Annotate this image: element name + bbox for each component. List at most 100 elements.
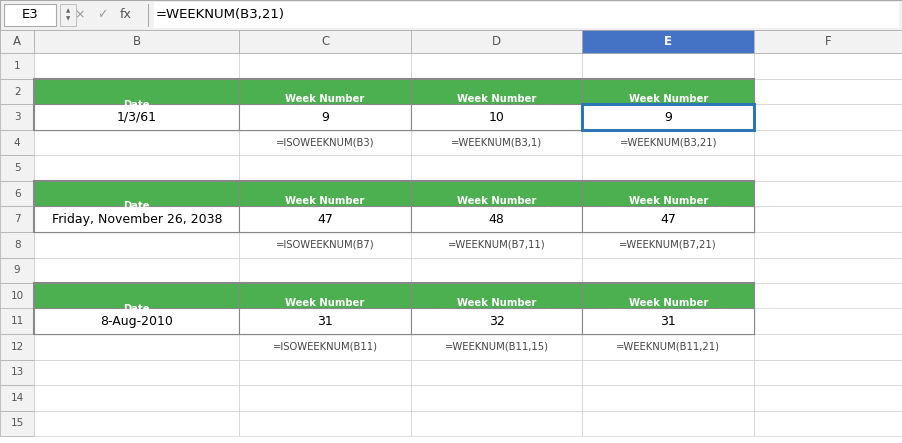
Bar — [582, 257, 753, 283]
Bar — [753, 232, 902, 257]
Bar — [34, 181, 239, 232]
Text: 31: 31 — [317, 315, 333, 328]
Bar — [410, 181, 582, 232]
Text: 11: 11 — [11, 316, 23, 326]
Bar — [239, 181, 410, 232]
Bar — [410, 411, 582, 436]
Bar — [34, 283, 239, 334]
Text: fx: fx — [120, 8, 132, 22]
Bar — [0, 206, 34, 232]
Text: B: B — [133, 35, 141, 48]
Bar — [239, 334, 410, 360]
Bar — [753, 206, 902, 232]
Bar — [582, 79, 753, 105]
Text: F: F — [824, 35, 831, 48]
Bar — [410, 283, 582, 334]
Bar — [239, 79, 410, 105]
Bar — [0, 308, 34, 334]
Bar — [0, 79, 34, 105]
Text: 7: 7 — [14, 214, 21, 224]
Bar — [753, 334, 902, 360]
Bar — [239, 54, 410, 79]
Bar — [239, 283, 410, 334]
Bar — [753, 155, 902, 181]
Bar — [4, 4, 56, 26]
Text: ✓: ✓ — [97, 8, 107, 22]
Text: =WEEKNUM(B7,11): =WEEKNUM(B7,11) — [447, 240, 545, 250]
Bar — [753, 54, 902, 79]
Bar — [582, 385, 753, 411]
Text: Week Number
(WEEKNUM, Code 1): Week Number (WEEKNUM, Code 1) — [439, 94, 553, 115]
Bar — [0, 155, 34, 181]
Text: E: E — [664, 35, 671, 48]
Bar — [582, 206, 753, 232]
Bar — [582, 360, 753, 385]
Bar — [34, 385, 239, 411]
Text: =WEEKNUM(B3,1): =WEEKNUM(B3,1) — [451, 138, 541, 148]
Bar — [582, 181, 753, 206]
Bar — [0, 411, 34, 436]
Text: Friday, November 26, 2038: Friday, November 26, 2038 — [51, 213, 222, 226]
Bar — [34, 360, 239, 385]
Bar — [410, 283, 582, 308]
Bar — [0, 334, 34, 360]
Text: 3: 3 — [14, 112, 21, 122]
Bar — [239, 232, 410, 257]
Bar — [34, 308, 239, 334]
Bar — [582, 308, 753, 334]
Text: Week Number
(WEEKNUM, Code 21): Week Number (WEEKNUM, Code 21) — [607, 298, 728, 319]
Bar — [34, 105, 239, 130]
Bar — [0, 283, 34, 308]
Text: =WEEKNUM(B3,21): =WEEKNUM(B3,21) — [156, 8, 285, 22]
Bar — [34, 232, 239, 257]
Bar — [239, 206, 410, 232]
Bar — [410, 54, 582, 79]
Bar — [60, 4, 76, 26]
Bar — [239, 105, 410, 130]
Bar — [0, 232, 34, 257]
Bar — [0, 385, 34, 411]
Bar — [34, 181, 239, 206]
Text: Week Number
(ISOWEEKNUM): Week Number (ISOWEEKNUM) — [281, 94, 368, 115]
Text: =ISOWEEKNUM(B11): =ISOWEEKNUM(B11) — [272, 342, 377, 352]
Bar — [239, 308, 410, 334]
Text: =ISOWEEKNUM(B7): =ISOWEEKNUM(B7) — [275, 240, 374, 250]
Bar — [753, 360, 902, 385]
Bar — [239, 105, 410, 130]
Text: Week Number
(WEEKNUM, Code 15): Week Number (WEEKNUM, Code 15) — [436, 298, 557, 319]
Bar — [239, 308, 410, 334]
Text: ▼: ▼ — [66, 16, 70, 22]
Bar — [0, 360, 34, 385]
Text: 15: 15 — [11, 418, 23, 428]
Text: 48: 48 — [488, 213, 504, 226]
Text: E3: E3 — [22, 8, 38, 22]
Bar — [410, 206, 582, 232]
Bar — [410, 360, 582, 385]
Text: Date: Date — [124, 202, 150, 211]
Text: 4: 4 — [14, 138, 21, 148]
Bar — [34, 181, 753, 232]
Text: A: A — [14, 35, 21, 48]
Bar — [410, 334, 582, 360]
Text: 2: 2 — [14, 87, 21, 97]
Text: =WEEKNUM(B11,21): =WEEKNUM(B11,21) — [615, 342, 720, 352]
Bar — [0, 54, 34, 79]
Bar — [154, 2, 898, 28]
Bar — [34, 79, 753, 130]
Bar — [753, 308, 902, 334]
Bar — [34, 257, 239, 283]
Bar — [753, 181, 902, 206]
Bar — [410, 79, 582, 130]
Text: C: C — [320, 35, 329, 48]
Bar — [582, 54, 753, 79]
Bar — [34, 79, 239, 130]
Bar — [582, 411, 753, 436]
Text: ▲: ▲ — [66, 8, 70, 13]
Bar — [410, 232, 582, 257]
Bar — [753, 385, 902, 411]
Text: Date: Date — [124, 303, 150, 314]
Text: 12: 12 — [11, 342, 23, 352]
Bar — [753, 79, 902, 105]
Bar — [239, 155, 410, 181]
Text: 10: 10 — [488, 111, 504, 124]
